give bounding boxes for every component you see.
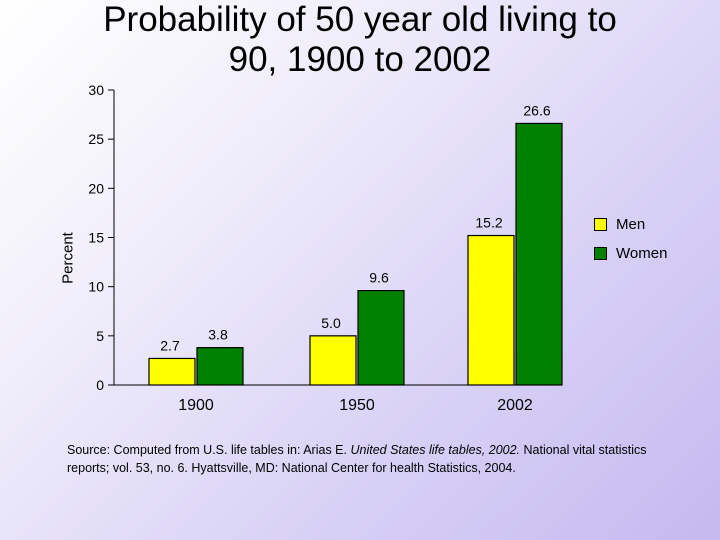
source-suffix: National vital statistics reports; vol. … — [67, 443, 647, 475]
legend-swatch-women — [594, 246, 607, 260]
x-tick-label-2002: 2002 — [497, 397, 533, 414]
bar-women-1900 — [196, 347, 244, 386]
bars — [148, 122, 563, 386]
source-prefix: Source: Computed from U.S. life tables i… — [67, 443, 351, 457]
bar-women-2002 — [515, 122, 563, 386]
y-tick-label: 20 — [88, 180, 104, 196]
data-label-men-1900: 2.7 — [160, 337, 180, 353]
axes: 0 5 10 15 20 25 30 — [88, 82, 562, 393]
x-tick-label-1950: 1950 — [339, 397, 375, 414]
chart-title: Probability of 50 year old living to 90,… — [20, 0, 700, 80]
legend-label-women: Women — [616, 244, 668, 262]
legend-item-women: Women — [594, 243, 667, 263]
y-tick-label: 0 — [96, 377, 104, 393]
chart-title-line-2: 90, 1900 to 2002 — [228, 40, 492, 79]
data-label-women-2002: 26.6 — [523, 102, 550, 118]
chart-title-line-1: Probability of 50 year old living to — [103, 0, 617, 39]
y-tick-label: 10 — [88, 279, 104, 295]
y-tick-label: 30 — [88, 82, 104, 98]
data-label-women-1950: 9.6 — [369, 270, 389, 286]
labels: 2.7 3.8 1900 5.0 9.6 1950 15.2 26.6 2002 — [160, 102, 551, 414]
bar-men-1900 — [148, 357, 196, 386]
legend-label-men: Men — [616, 215, 646, 233]
bar-women-1950 — [357, 290, 405, 386]
data-label-women-1900: 3.8 — [208, 327, 228, 343]
source-note: Source: Computed from U.S. life tables i… — [67, 441, 677, 477]
legend: Men Women — [594, 214, 667, 272]
data-label-men-1950: 5.0 — [321, 315, 341, 331]
y-tick-label: 15 — [88, 230, 104, 246]
data-label-men-2002: 15.2 — [475, 215, 502, 231]
x-tick-label-1900: 1900 — [178, 397, 214, 414]
bar-men-1950 — [309, 335, 357, 386]
y-tick-label: 25 — [88, 131, 104, 147]
y-tick-label: 5 — [96, 328, 104, 344]
source-italic-title: United States life tables, 2002. — [350, 443, 521, 457]
legend-item-men: Men — [594, 214, 667, 234]
bar-men-2002 — [467, 234, 515, 386]
legend-swatch-men — [594, 217, 607, 231]
